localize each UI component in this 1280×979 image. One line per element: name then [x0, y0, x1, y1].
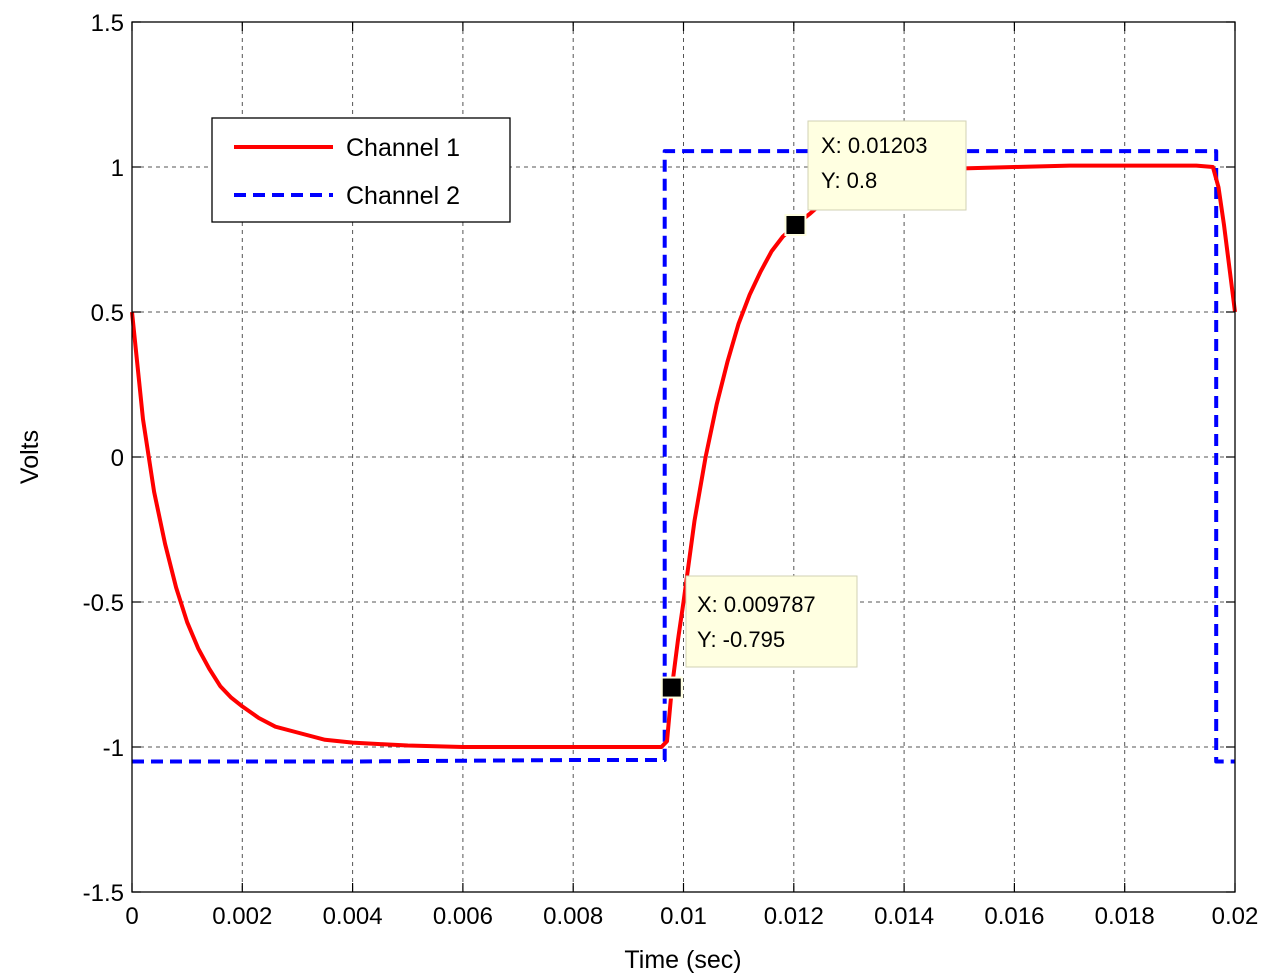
datatip-marker [784, 214, 807, 236]
y-tick-label: 1.5 [91, 10, 124, 37]
x-axis-label: Time (sec) [624, 946, 741, 974]
axis-ticks [131, 21, 1236, 893]
legend-box [211, 117, 511, 223]
x-tick-label: 0.016 [984, 903, 1044, 930]
y-tick-label: -1 [103, 735, 124, 762]
series-line-channel-2 [132, 149, 1235, 764]
datatip-2[interactable]: X: 0.009787 Y: -0.795 [685, 575, 858, 668]
x-tick-label: 0.002 [212, 903, 272, 930]
y-tick-label: 0.5 [91, 300, 124, 327]
datatip-markers [660, 214, 807, 699]
legend[interactable]: Channel 1 Channel 2 [211, 117, 511, 223]
x-tick-label: 0.014 [874, 903, 934, 930]
datatip-box [807, 120, 967, 211]
y-tick-label: 1 [111, 155, 124, 182]
datatip-1[interactable]: X: 0.01203 Y: 0.8 [807, 120, 967, 211]
x-tick-label: 0.012 [764, 903, 824, 930]
x-tick-label: 0.004 [323, 903, 383, 930]
datatip-x-text: X: 0.01203 [821, 133, 927, 158]
series-line-channel-1 [130, 163, 1237, 749]
y-tick-label: 0 [111, 445, 124, 472]
legend-label-channel-1: Channel 1 [346, 134, 460, 162]
x-tick-label: 0.018 [1095, 903, 1155, 930]
datatip-y-text: Y: -0.795 [697, 627, 785, 652]
x-tick-label: 0.006 [433, 903, 493, 930]
x-tick-label: 0.02 [1212, 903, 1259, 930]
datatip-y-text: Y: 0.8 [821, 168, 877, 193]
legend-label-channel-2: Channel 2 [346, 182, 460, 210]
x-tick-label: 0.008 [543, 903, 603, 930]
y-tick-label: -0.5 [83, 590, 124, 617]
x-tick-label: 0 [125, 903, 138, 930]
y-tick-label: -1.5 [83, 880, 124, 907]
tick-labels: 0 0.002 0.004 0.006 0.008 0.01 0.012 0.014 0.016… [83, 10, 1259, 930]
datatip-marker [660, 676, 683, 699]
datatip-x-text: X: 0.009787 [697, 592, 816, 617]
datatip-box [685, 575, 858, 668]
series-layer [130, 149, 1237, 764]
y-axis-label: Volts [16, 430, 44, 484]
x-tick-label: 0.01 [660, 903, 707, 930]
